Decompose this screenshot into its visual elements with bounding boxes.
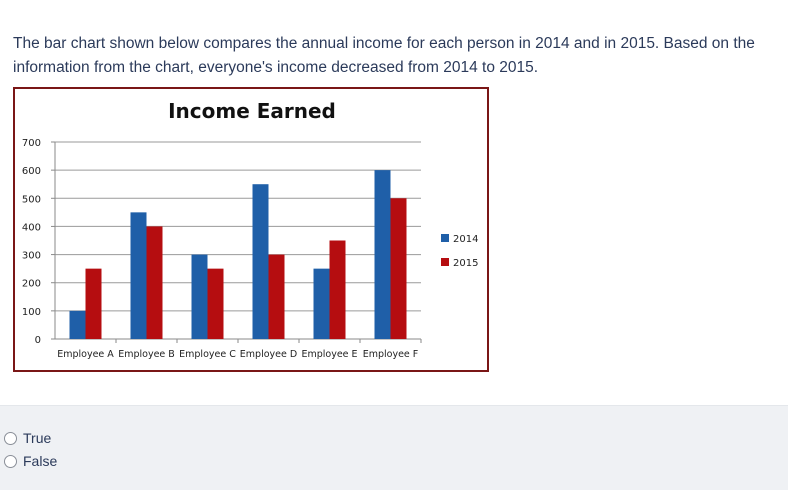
y-tick-label: 0 (35, 335, 41, 346)
legend-swatch-2015 (441, 258, 449, 266)
x-tick-label: Employee D (240, 349, 297, 360)
option-true-label: True (23, 430, 52, 446)
y-tick-label: 200 (22, 279, 41, 290)
legend-label-2015: 2015 (453, 258, 478, 269)
y-tick-label: 500 (22, 194, 41, 205)
bottom-spacer (0, 490, 788, 498)
x-tick-label: Employee C (179, 349, 236, 360)
bar-2014-employee-c (191, 254, 208, 339)
question-text: The bar chart shown below compares the a… (13, 35, 755, 76)
bar-2014-employee-d (252, 184, 269, 339)
answer-options: True False (0, 405, 788, 491)
y-tick-label: 400 (22, 222, 41, 233)
y-tick-label: 700 (22, 138, 41, 149)
y-tick-label: 600 (22, 166, 41, 177)
bar-2015-employee-c (207, 268, 224, 339)
x-tick-label: Employee A (57, 349, 114, 360)
bar-2015-employee-d (268, 254, 285, 339)
income-bar-chart: Income Earned 0 100 200 300 400 500 600 700 Emplo… (22, 99, 479, 360)
bar-2014-employee-f (374, 170, 391, 339)
option-true[interactable]: True (4, 430, 51, 446)
bar-2014-employee-b (130, 212, 147, 339)
y-tick-label: 300 (22, 251, 41, 262)
legend-label-2014: 2014 (453, 234, 478, 245)
bar-2015-employee-b (146, 226, 163, 339)
bar-2014-employee-a (69, 310, 86, 339)
bar-2014-employee-e (313, 268, 330, 339)
radio-false[interactable] (4, 454, 17, 468)
x-tick-label: Employee F (363, 349, 419, 360)
chart-frame: Income Earned 0 100 200 300 400 500 600 700 Emplo… (13, 87, 489, 372)
option-false[interactable]: False (4, 453, 57, 469)
option-false-label: False (23, 453, 58, 469)
radio-true[interactable] (4, 431, 17, 445)
legend-swatch-2014 (441, 234, 449, 242)
bar-2015-employee-e (329, 240, 346, 339)
bar-2015-employee-a (85, 268, 102, 339)
y-tick-label: 100 (22, 307, 41, 318)
x-tick-label: Employee B (118, 349, 175, 360)
chart-title: Income Earned (168, 99, 336, 123)
x-tick-label: Employee E (301, 349, 357, 360)
bar-2015-employee-f (390, 198, 407, 339)
